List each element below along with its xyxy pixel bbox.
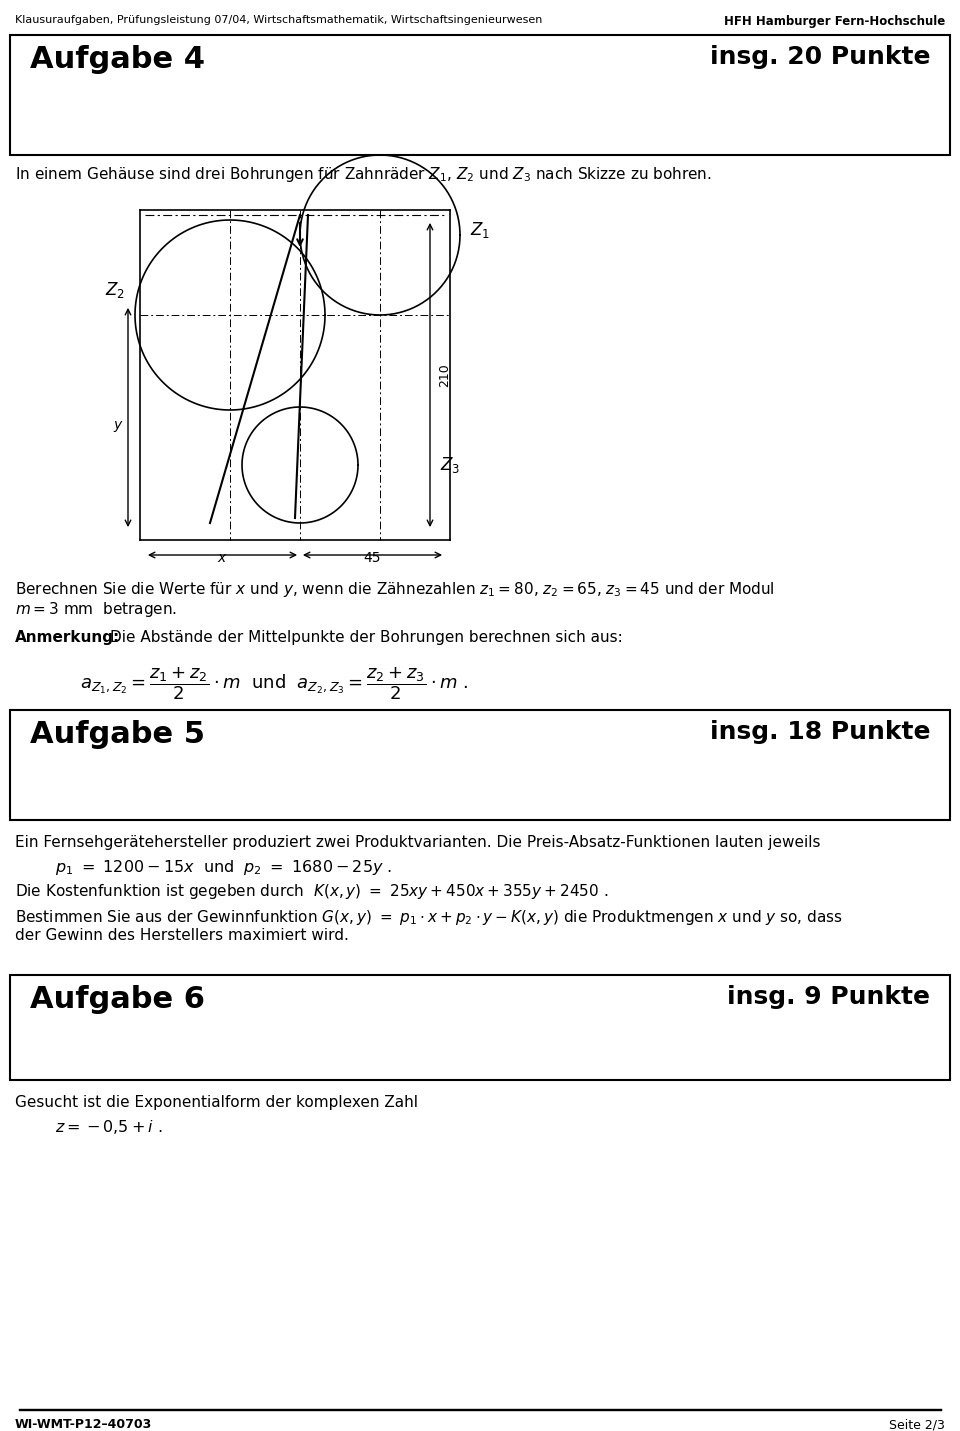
- Text: $a_{Z_1,Z_2} = \dfrac{z_1 + z_2}{2} \cdot m$  und  $a_{Z_2,Z_3} = \dfrac{z_2 + z: $a_{Z_1,Z_2} = \dfrac{z_1 + z_2}{2} \cdo…: [80, 665, 468, 701]
- Text: $Z_1$: $Z_1$: [470, 220, 491, 240]
- FancyBboxPatch shape: [10, 710, 950, 820]
- FancyBboxPatch shape: [10, 975, 950, 1080]
- Text: $m = 3$ mm  betragen.: $m = 3$ mm betragen.: [15, 600, 178, 620]
- Text: Berechnen Sie die Werte für $x$ und $y$, wenn die Zähnezahlen $z_1 = 80$, $z_2 =: Berechnen Sie die Werte für $x$ und $y$,…: [15, 580, 775, 600]
- Text: $y$: $y$: [112, 419, 123, 435]
- Text: insg. 20 Punkte: insg. 20 Punkte: [709, 44, 930, 69]
- Text: Bestimmen Sie aus der Gewinnfunktion $G(x, y) \ = \ p_1 \cdot x + p_2 \cdot y - : Bestimmen Sie aus der Gewinnfunktion $G(…: [15, 909, 843, 927]
- Text: Seite 2/3: Seite 2/3: [889, 1418, 945, 1431]
- Text: insg. 18 Punkte: insg. 18 Punkte: [709, 720, 930, 744]
- Text: Die Kostenfunktion ist gegeben durch  $K(x, y) \ = \ 25xy + 450x + 355y + 2450$ : Die Kostenfunktion ist gegeben durch $K(…: [15, 881, 609, 902]
- Text: Aufgabe 4: Aufgabe 4: [30, 44, 205, 74]
- Text: $p_1 \ = \ 1200 - 15x$  und  $p_2 \ = \ 1680 - 25y$ .: $p_1 \ = \ 1200 - 15x$ und $p_2 \ = \ 16…: [55, 859, 393, 877]
- Text: $x$: $x$: [217, 551, 228, 565]
- Text: WI-WMT-P12–40703: WI-WMT-P12–40703: [15, 1418, 153, 1431]
- FancyBboxPatch shape: [10, 34, 950, 155]
- Text: Klausuraufgaben, Prüfungsleistung 07/04, Wirtschaftsmathematik, Wirtschaftsingen: Klausuraufgaben, Prüfungsleistung 07/04,…: [15, 14, 542, 24]
- Text: $Z_3$: $Z_3$: [440, 455, 460, 475]
- Text: Anmerkung:: Anmerkung:: [15, 630, 120, 645]
- Text: 210: 210: [438, 363, 451, 386]
- Text: Gesucht ist die Exponentialform der komplexen Zahl: Gesucht ist die Exponentialform der komp…: [15, 1095, 418, 1110]
- Text: 45: 45: [363, 551, 381, 565]
- Text: $z = -0{,}5 + i$ .: $z = -0{,}5 + i$ .: [55, 1118, 162, 1136]
- Text: Die Abstände der Mittelpunkte der Bohrungen berechnen sich aus:: Die Abstände der Mittelpunkte der Bohrun…: [110, 630, 623, 645]
- Text: insg. 9 Punkte: insg. 9 Punkte: [727, 985, 930, 1009]
- Text: der Gewinn des Herstellers maximiert wird.: der Gewinn des Herstellers maximiert wir…: [15, 927, 348, 943]
- Text: In einem Gehäuse sind drei Bohrungen für Zahnräder $Z_1$, $Z_2$ und $Z_3$ nach S: In einem Gehäuse sind drei Bohrungen für…: [15, 165, 712, 185]
- Text: $Z_2$: $Z_2$: [105, 280, 125, 301]
- Text: Ein Fernsehgerätehersteller produziert zwei Produktvarianten. Die Preis-Absatz-F: Ein Fernsehgerätehersteller produziert z…: [15, 836, 821, 850]
- Text: HFH Hamburger Fern-Hochschule: HFH Hamburger Fern-Hochschule: [724, 14, 945, 29]
- Text: Aufgabe 6: Aufgabe 6: [30, 985, 205, 1015]
- Text: Aufgabe 5: Aufgabe 5: [30, 720, 205, 748]
